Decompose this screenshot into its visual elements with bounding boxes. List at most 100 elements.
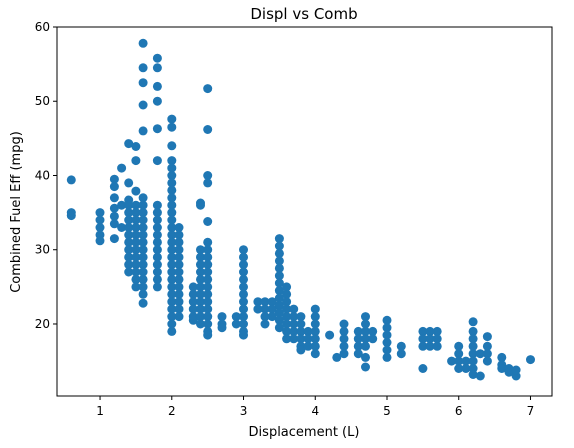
- scatter-point: [152, 282, 162, 292]
- plot-area-frame: [56, 26, 553, 397]
- scatter-point: [188, 304, 198, 314]
- scatter-point: [152, 63, 162, 73]
- scatter-point: [138, 208, 148, 218]
- scatter-point: [203, 171, 213, 180]
- scatter-point: [124, 230, 134, 240]
- scatter-point: [109, 174, 119, 184]
- scatter-point: [418, 334, 428, 344]
- scatter-point: [131, 237, 141, 247]
- scatter-point: [361, 352, 370, 362]
- scatter-point: [260, 312, 270, 322]
- scatter-point: [282, 297, 292, 307]
- scatter-point: [454, 349, 464, 359]
- scatter-point: [138, 274, 148, 284]
- scatter-point: [138, 63, 148, 73]
- scatter-point: [138, 200, 148, 210]
- scatter-point: [152, 252, 162, 262]
- scatter-point: [95, 208, 105, 218]
- scatter-point: [303, 326, 313, 336]
- scatter-point: [282, 326, 292, 336]
- scatter-point: [167, 260, 177, 270]
- scatter-point: [131, 267, 141, 277]
- scatter-point: [124, 267, 134, 277]
- scatter-point: [167, 297, 177, 307]
- scatter-point: [382, 352, 392, 362]
- scatter-point: [124, 252, 134, 262]
- scatter-point: [138, 100, 148, 110]
- scatter-point: [167, 171, 177, 180]
- scatter-point: [282, 289, 292, 299]
- scatter-point: [124, 200, 134, 210]
- scatter-point: [167, 215, 177, 225]
- scatter-point: [152, 81, 162, 91]
- scatter-point: [138, 252, 148, 262]
- axis-ticks: 1 2 3 4 5 6 7 20 30 40 50 60: [35, 20, 535, 418]
- scatter-point: [203, 330, 213, 340]
- scatter-point: [117, 200, 127, 210]
- scatter-point: [152, 200, 162, 210]
- scatter-point: [432, 334, 442, 344]
- scatter-point: [296, 345, 306, 355]
- scatter-point: [239, 319, 248, 329]
- scatter-point: [361, 341, 370, 351]
- chart-title: Displ vs Comb: [250, 5, 357, 23]
- x-axis-label: Displacement (L): [249, 425, 360, 440]
- scatter-point: [274, 315, 284, 325]
- scatter-point: [203, 312, 213, 322]
- scatter-point: [303, 334, 313, 344]
- scatter-point: [468, 317, 478, 327]
- scatter-point: [152, 274, 162, 284]
- scatter-point: [239, 297, 248, 307]
- scatter-point: [167, 282, 177, 292]
- scatter-point: [203, 217, 213, 226]
- scatter-point: [124, 245, 134, 255]
- scatter-point: [152, 260, 162, 270]
- scatter-point: [468, 341, 478, 351]
- scatter-point: [454, 364, 464, 373]
- scatter-point: [497, 364, 507, 373]
- scatter-point: [167, 230, 177, 240]
- scatter-point: [325, 330, 335, 340]
- scatter-point: [461, 364, 471, 373]
- scatter-point: [196, 267, 205, 277]
- scatter-point: [167, 312, 177, 322]
- scatter-point: [95, 236, 105, 246]
- scatter-point: [109, 219, 119, 229]
- scatter-point: [231, 312, 241, 322]
- scatter-point: [267, 297, 277, 307]
- scatter-point: [174, 267, 184, 277]
- scatter-point: [203, 260, 213, 270]
- scatter-point: [253, 297, 263, 307]
- scatter-point: [217, 312, 227, 322]
- scatter-point: [239, 274, 248, 284]
- scatter-point: [339, 334, 349, 344]
- scatter-point: [196, 252, 205, 262]
- scatter-point: [167, 185, 177, 195]
- scatter-point: [418, 341, 428, 351]
- scatter-point: [418, 364, 428, 373]
- scatter-point: [138, 223, 148, 232]
- scatter-point: [138, 245, 148, 255]
- scatter-point: [117, 163, 127, 173]
- scatter-point: [131, 208, 141, 218]
- scatter-point: [296, 334, 306, 344]
- scatter-point: [203, 297, 213, 307]
- scatter-point: [482, 341, 492, 351]
- scatter-point: [361, 334, 370, 344]
- x-tick-label: 3: [240, 404, 248, 418]
- x-tick-label: 4: [311, 404, 319, 418]
- scatter-point: [152, 96, 162, 106]
- scatter-point: [167, 304, 177, 314]
- scatter-point: [167, 289, 177, 299]
- scatter-point: [138, 298, 148, 308]
- scatter-point: [289, 326, 299, 336]
- scatter-point: [174, 245, 184, 255]
- scatter-point: [353, 349, 363, 359]
- scatter-point: [511, 365, 521, 375]
- scatter-point: [138, 237, 148, 247]
- scatter-point: [203, 304, 213, 314]
- scatter-point: [152, 267, 162, 277]
- scatter-point: [239, 260, 248, 270]
- scatter-point: [188, 289, 198, 299]
